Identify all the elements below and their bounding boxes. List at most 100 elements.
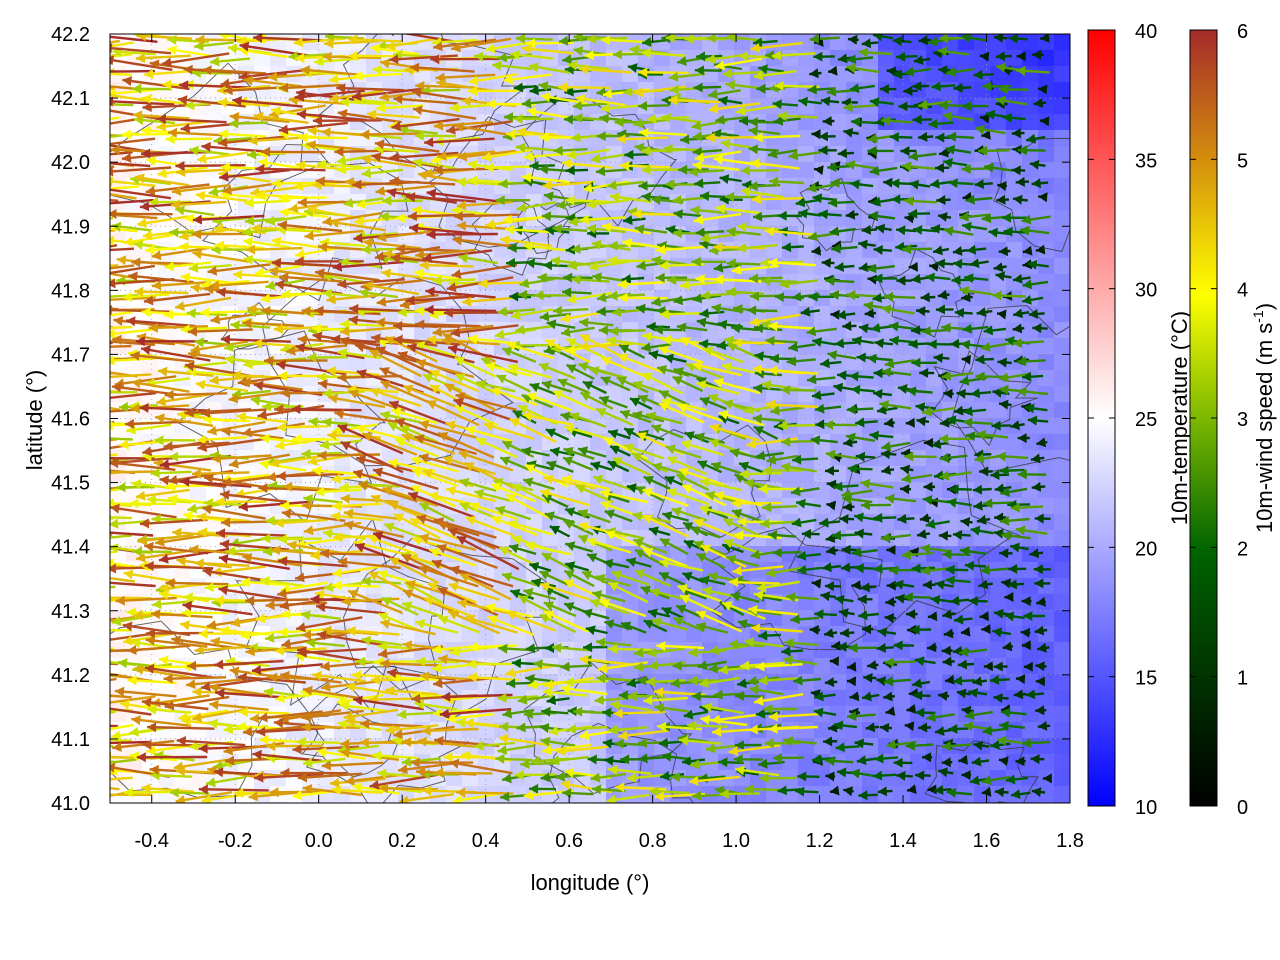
temperature-cell xyxy=(766,210,783,227)
temperature-cell xyxy=(942,354,959,371)
wind-arrow-head xyxy=(88,705,97,715)
wind-arrow-head xyxy=(61,567,70,577)
temperature-cell xyxy=(830,402,847,419)
temperature-cell xyxy=(1006,674,1023,691)
temperature-cell xyxy=(958,802,975,803)
temperature-cell xyxy=(1038,610,1055,627)
temperature-cell xyxy=(782,306,799,323)
temperature-cell xyxy=(478,786,495,803)
temperature-cell xyxy=(686,386,703,403)
temperature-cell xyxy=(1038,754,1055,771)
temperature-cell xyxy=(190,770,207,787)
temperature-cell xyxy=(1054,786,1070,803)
temperature-cell xyxy=(462,802,479,803)
temperature-cell xyxy=(302,562,319,579)
wind-arrow-shaft xyxy=(110,199,119,202)
temperature-cell xyxy=(782,482,799,499)
temperature-cell xyxy=(1054,514,1070,531)
temperature-cell xyxy=(1054,770,1070,787)
temperature-cell xyxy=(334,242,351,259)
temperature-cell xyxy=(638,802,655,803)
temperature-cell xyxy=(734,226,751,243)
temperature-cell xyxy=(382,802,399,803)
temperature-cell xyxy=(350,802,367,803)
temperature-cell xyxy=(830,50,847,67)
wind-arrow-head xyxy=(96,372,105,382)
temperature-cell xyxy=(494,178,511,195)
temperature-cell xyxy=(910,162,927,179)
wind-arrow-shaft xyxy=(165,581,229,586)
wind-arrow-head xyxy=(110,184,111,192)
temperature-cell xyxy=(830,66,847,83)
wind-arrow-head xyxy=(81,497,90,507)
temperature-cell xyxy=(686,322,703,339)
temperature-cell xyxy=(830,690,847,707)
wind-arrow-head xyxy=(69,515,78,525)
wind-arrow-head xyxy=(99,467,108,477)
temperature-cell xyxy=(990,498,1007,515)
temperature-cell xyxy=(1054,706,1070,723)
temperature-cell xyxy=(1054,722,1070,739)
temperature-cell xyxy=(286,370,303,387)
wind-arrow-head xyxy=(49,251,59,261)
wind-arrow xyxy=(60,368,117,378)
temperature-cell xyxy=(894,418,911,435)
temperature-cell xyxy=(1054,802,1070,803)
temperature-cell xyxy=(990,594,1007,611)
wind-arrow-head xyxy=(51,192,60,202)
temperature-cell xyxy=(878,194,895,211)
temperature-cell xyxy=(670,66,687,83)
wind-arrow-head xyxy=(63,54,72,64)
temperature-cell xyxy=(1038,370,1055,387)
wind-arrow-head xyxy=(97,295,106,305)
wind-arrow-head xyxy=(82,324,91,334)
temperature-cell xyxy=(414,210,431,227)
wind-arrow-head xyxy=(80,776,89,786)
wind-arrow-head xyxy=(86,625,95,635)
wind-arrow xyxy=(69,515,114,525)
temperature-cell xyxy=(286,802,303,803)
temperature-cell xyxy=(734,146,751,163)
temperature-cell xyxy=(446,626,463,643)
temperature-cell xyxy=(510,786,527,803)
temperature-cell xyxy=(1038,226,1055,243)
temperature-cell xyxy=(878,98,895,115)
temperature-cell xyxy=(1038,738,1055,755)
wind-arrow-shaft xyxy=(110,325,113,329)
wind-arrow-head xyxy=(76,758,85,768)
temperature-cell xyxy=(414,802,431,803)
temperature-cell xyxy=(430,802,447,803)
wind-arrow-head xyxy=(75,264,85,274)
temperature-cell xyxy=(670,626,687,643)
temperature-cell xyxy=(846,754,863,771)
wind-arrow-head xyxy=(61,768,70,778)
temperature-cell xyxy=(830,418,847,435)
temperature-cell xyxy=(158,722,175,739)
temperature-cell xyxy=(110,802,127,803)
wind-arrow-head xyxy=(60,368,69,378)
temperature-cell xyxy=(1054,482,1070,499)
wind-arrow xyxy=(61,768,114,778)
temperature-cell xyxy=(478,290,495,307)
temperature-cell xyxy=(478,642,495,659)
plot-area: -0.4 -0.2 0.0 0.2 0.4 0.6 0.8 1.0 1.2 1.4 1.6 1.8 4… xyxy=(49,24,1084,852)
temperature-cell xyxy=(558,530,575,547)
temperature-cell xyxy=(574,434,591,451)
temperature-cell xyxy=(366,802,383,803)
wind-arrow-head xyxy=(63,397,73,407)
temperature-cell xyxy=(542,402,559,419)
temperature-cell xyxy=(830,706,847,723)
temperature-cell xyxy=(862,290,879,307)
temperature-cell xyxy=(1054,658,1070,675)
wind-arrow-head xyxy=(98,593,107,603)
temperature-cell xyxy=(782,98,799,115)
temperature-cell xyxy=(110,466,127,483)
wind-arrow-head xyxy=(93,457,103,467)
temperature-cell xyxy=(846,594,863,611)
temperature-cell xyxy=(174,802,191,803)
temperature-cell xyxy=(526,610,543,627)
temperature-cell xyxy=(814,466,831,483)
temperature-cell xyxy=(1022,722,1039,739)
temperature-cell xyxy=(894,786,911,803)
temperature-cell xyxy=(782,258,799,275)
